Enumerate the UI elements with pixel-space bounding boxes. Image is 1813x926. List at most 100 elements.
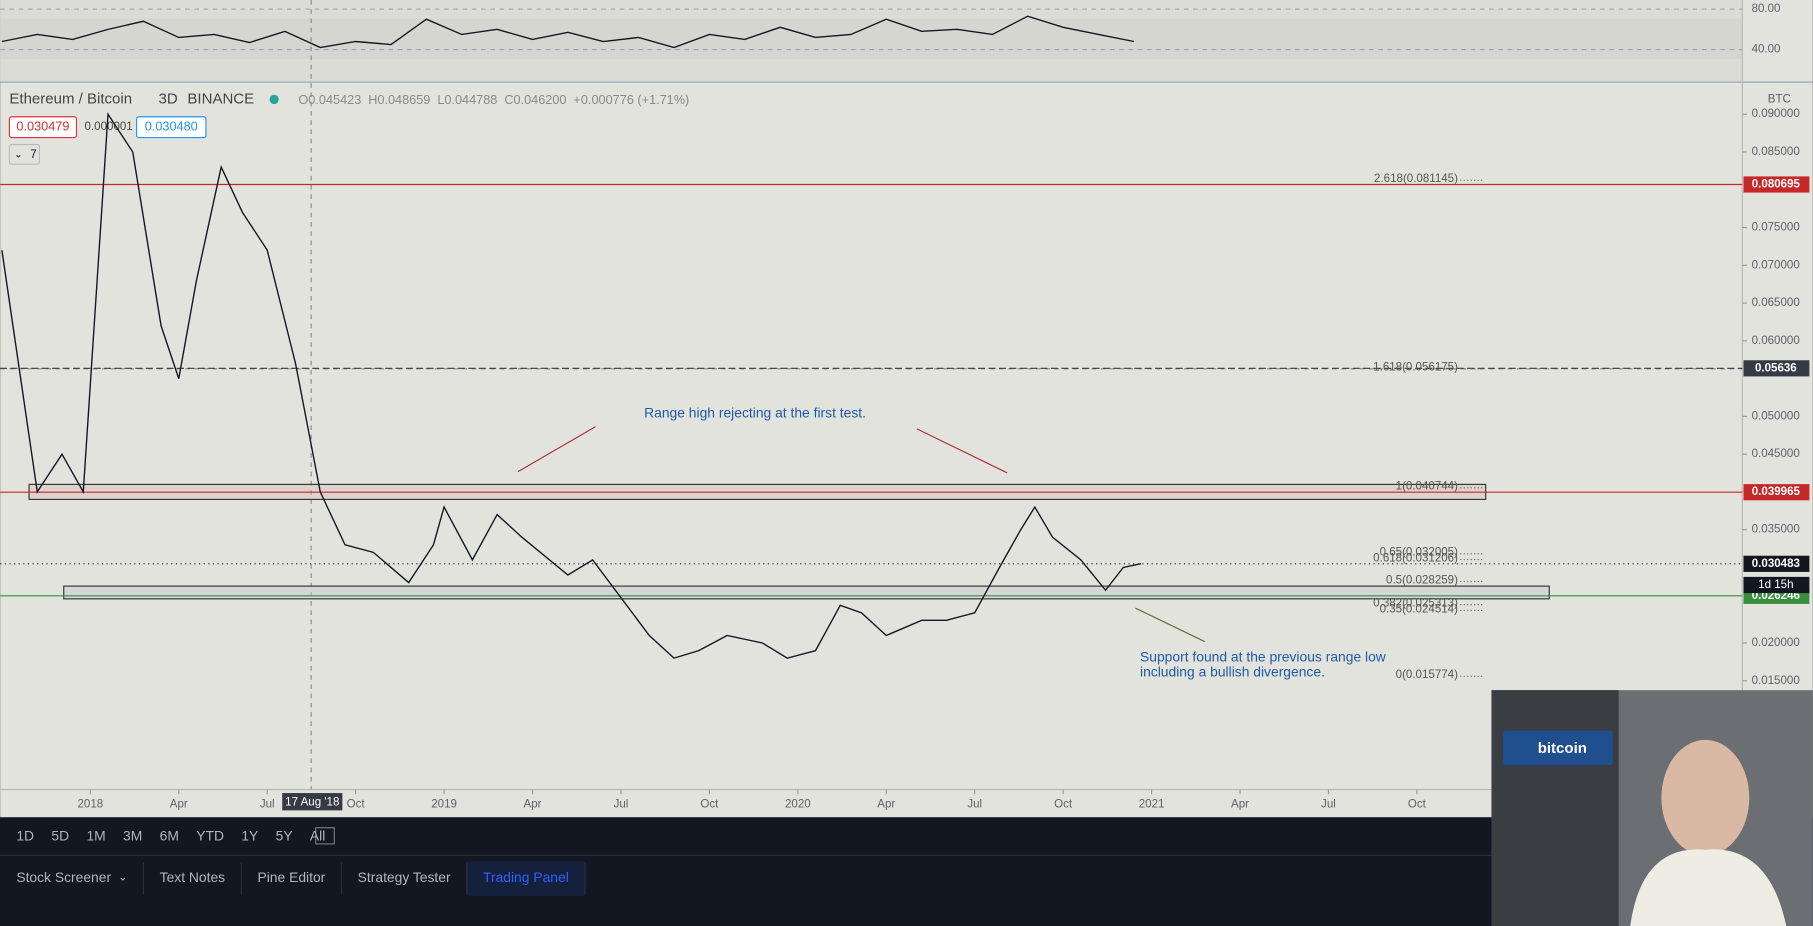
price-badge-label: 0.05636 [1755,362,1797,374]
range-button[interactable]: YTD [196,828,224,844]
range-button[interactable]: 1D [16,828,34,844]
currency: BTC [1768,93,1791,105]
price-badge [1743,360,1810,377]
arrow [916,428,1008,474]
chevron: ⌄ [14,150,23,161]
x-tick-label: Oct [700,799,719,811]
indicator-toggle[interactable] [8,143,41,165]
symbol: Ethereum / Bitcoin [9,90,132,107]
annotation: including a bullish divergence. [1140,663,1325,679]
y-tick-label: 0.050000 [1752,410,1800,422]
fib-label: 0.5(0.028259) [1386,574,1458,586]
field-box [8,116,78,139]
arrow [517,426,596,473]
field: 0.030480 [145,119,198,134]
sign-text: bitcoin [1538,740,1587,757]
fib-label: 2.618(0.081145) [1374,173,1458,185]
indicator-count[interactable]: 7 [30,149,36,161]
price-badge-label: 0.030483 [1752,558,1800,570]
fib-label: 0.65(0.032005) [1380,547,1458,559]
price-badge [1743,484,1810,501]
price-badge [1743,555,1810,572]
field: 0.000001 [85,121,133,133]
y-tick-label: 0.060000 [1752,335,1800,347]
range-button[interactable]: 5Y [276,828,293,844]
field: 0.030479 [16,119,69,134]
tab-highlight [466,861,585,896]
sweater [1630,849,1787,926]
range-button[interactable]: 6M [160,828,179,844]
interval: 3D [159,90,178,107]
price-badge-label: 0.080695 [1752,179,1801,191]
field-box [135,116,207,139]
y-tick-label: 0.020000 [1752,637,1800,649]
face [1661,739,1750,856]
chart-bg [0,0,1813,818]
chevron: ⌄ [118,871,128,883]
x-tick-label: Oct [1054,799,1073,811]
y-tick-label: 0.015000 [1752,675,1800,687]
webcam: bitcoin [1491,690,1813,926]
y-tick-label: 0.035000 [1752,524,1800,536]
x-tick-label: Oct [347,799,366,811]
x-tick-label: Jul [1321,799,1336,811]
y-tick-label: 0.065000 [1752,297,1800,309]
range-button[interactable]: 5D [51,828,69,844]
range-button[interactable]: 1Y [241,828,258,844]
panel-tab[interactable]: Text Notes [160,869,226,885]
range-button[interactable]: All [310,828,325,844]
bottom-panel [0,817,1492,926]
x-tick-label: Apr [170,799,188,811]
ohlc: O0.045423 [298,92,361,107]
calendar-icon[interactable] [315,827,335,845]
y-tick-label: 0.070000 [1752,259,1800,271]
sign [1503,730,1613,766]
x-tick-label: 2020 [785,799,811,811]
rsi-tick-label: 80.00 [1752,3,1781,15]
rsi-tick-label: 40.00 [1752,44,1781,56]
panel-tab[interactable]: Strategy Tester [358,869,451,885]
x-tick-label: Oct [1408,799,1427,811]
x-tick-label: Apr [524,799,542,811]
ohlc: +0.000776 (+1.71%) [573,92,689,107]
ohlc: H0.048659 [368,92,430,107]
panel-tab[interactable]: Stock Screener [16,869,111,885]
fib-label: 0.35(0.024514) [1380,603,1458,615]
annotation: Support found at the previous range low [1140,648,1387,664]
fib-label: 1(0.040744) [1396,481,1458,493]
annotation: Range high rejecting at the first test. [644,405,866,421]
x-tick-label: Jul [614,799,629,811]
range-low-box [63,585,1550,600]
x-tick-label: Jul [260,799,275,811]
range-button[interactable]: 3M [123,828,142,844]
status-dot [269,94,279,105]
countdown: 1d 15h [1758,579,1793,591]
panel-tab[interactable]: Trading Panel [483,869,569,885]
panel-tab[interactable]: Pine Editor [257,869,325,885]
y-tick-label: 0.075000 [1752,222,1800,234]
x-tick-label: Apr [877,799,895,811]
arrow [1135,607,1206,643]
y-tick-label: 0.085000 [1752,146,1800,158]
y-tick-label: 0.045000 [1752,448,1800,460]
x-tick-label: 2018 [78,799,104,811]
x-tick-label: Jul [967,799,982,811]
price-line [1,112,1142,659]
fib-label: 0(0.015774) [1396,669,1458,681]
ohlc: L0.044788 [437,92,497,107]
price-badge-label: 0.039965 [1752,486,1801,498]
range-button[interactable]: 1M [86,828,105,844]
bookshelf [1491,690,1619,926]
countdown-badge [1743,576,1810,594]
fib-label: 0.618(0.031206) [1373,552,1458,564]
exchange: BINANCE [187,90,254,107]
crosshair-badge [282,793,343,811]
x-tick-label: 2021 [1139,799,1165,811]
y-tick-label: 0.090000 [1752,108,1800,120]
ohlc: C0.046200 [504,92,566,107]
price-line [1,15,1135,49]
price-badge [1743,176,1810,193]
fib-label: 0.382(0.025313) [1373,598,1458,610]
